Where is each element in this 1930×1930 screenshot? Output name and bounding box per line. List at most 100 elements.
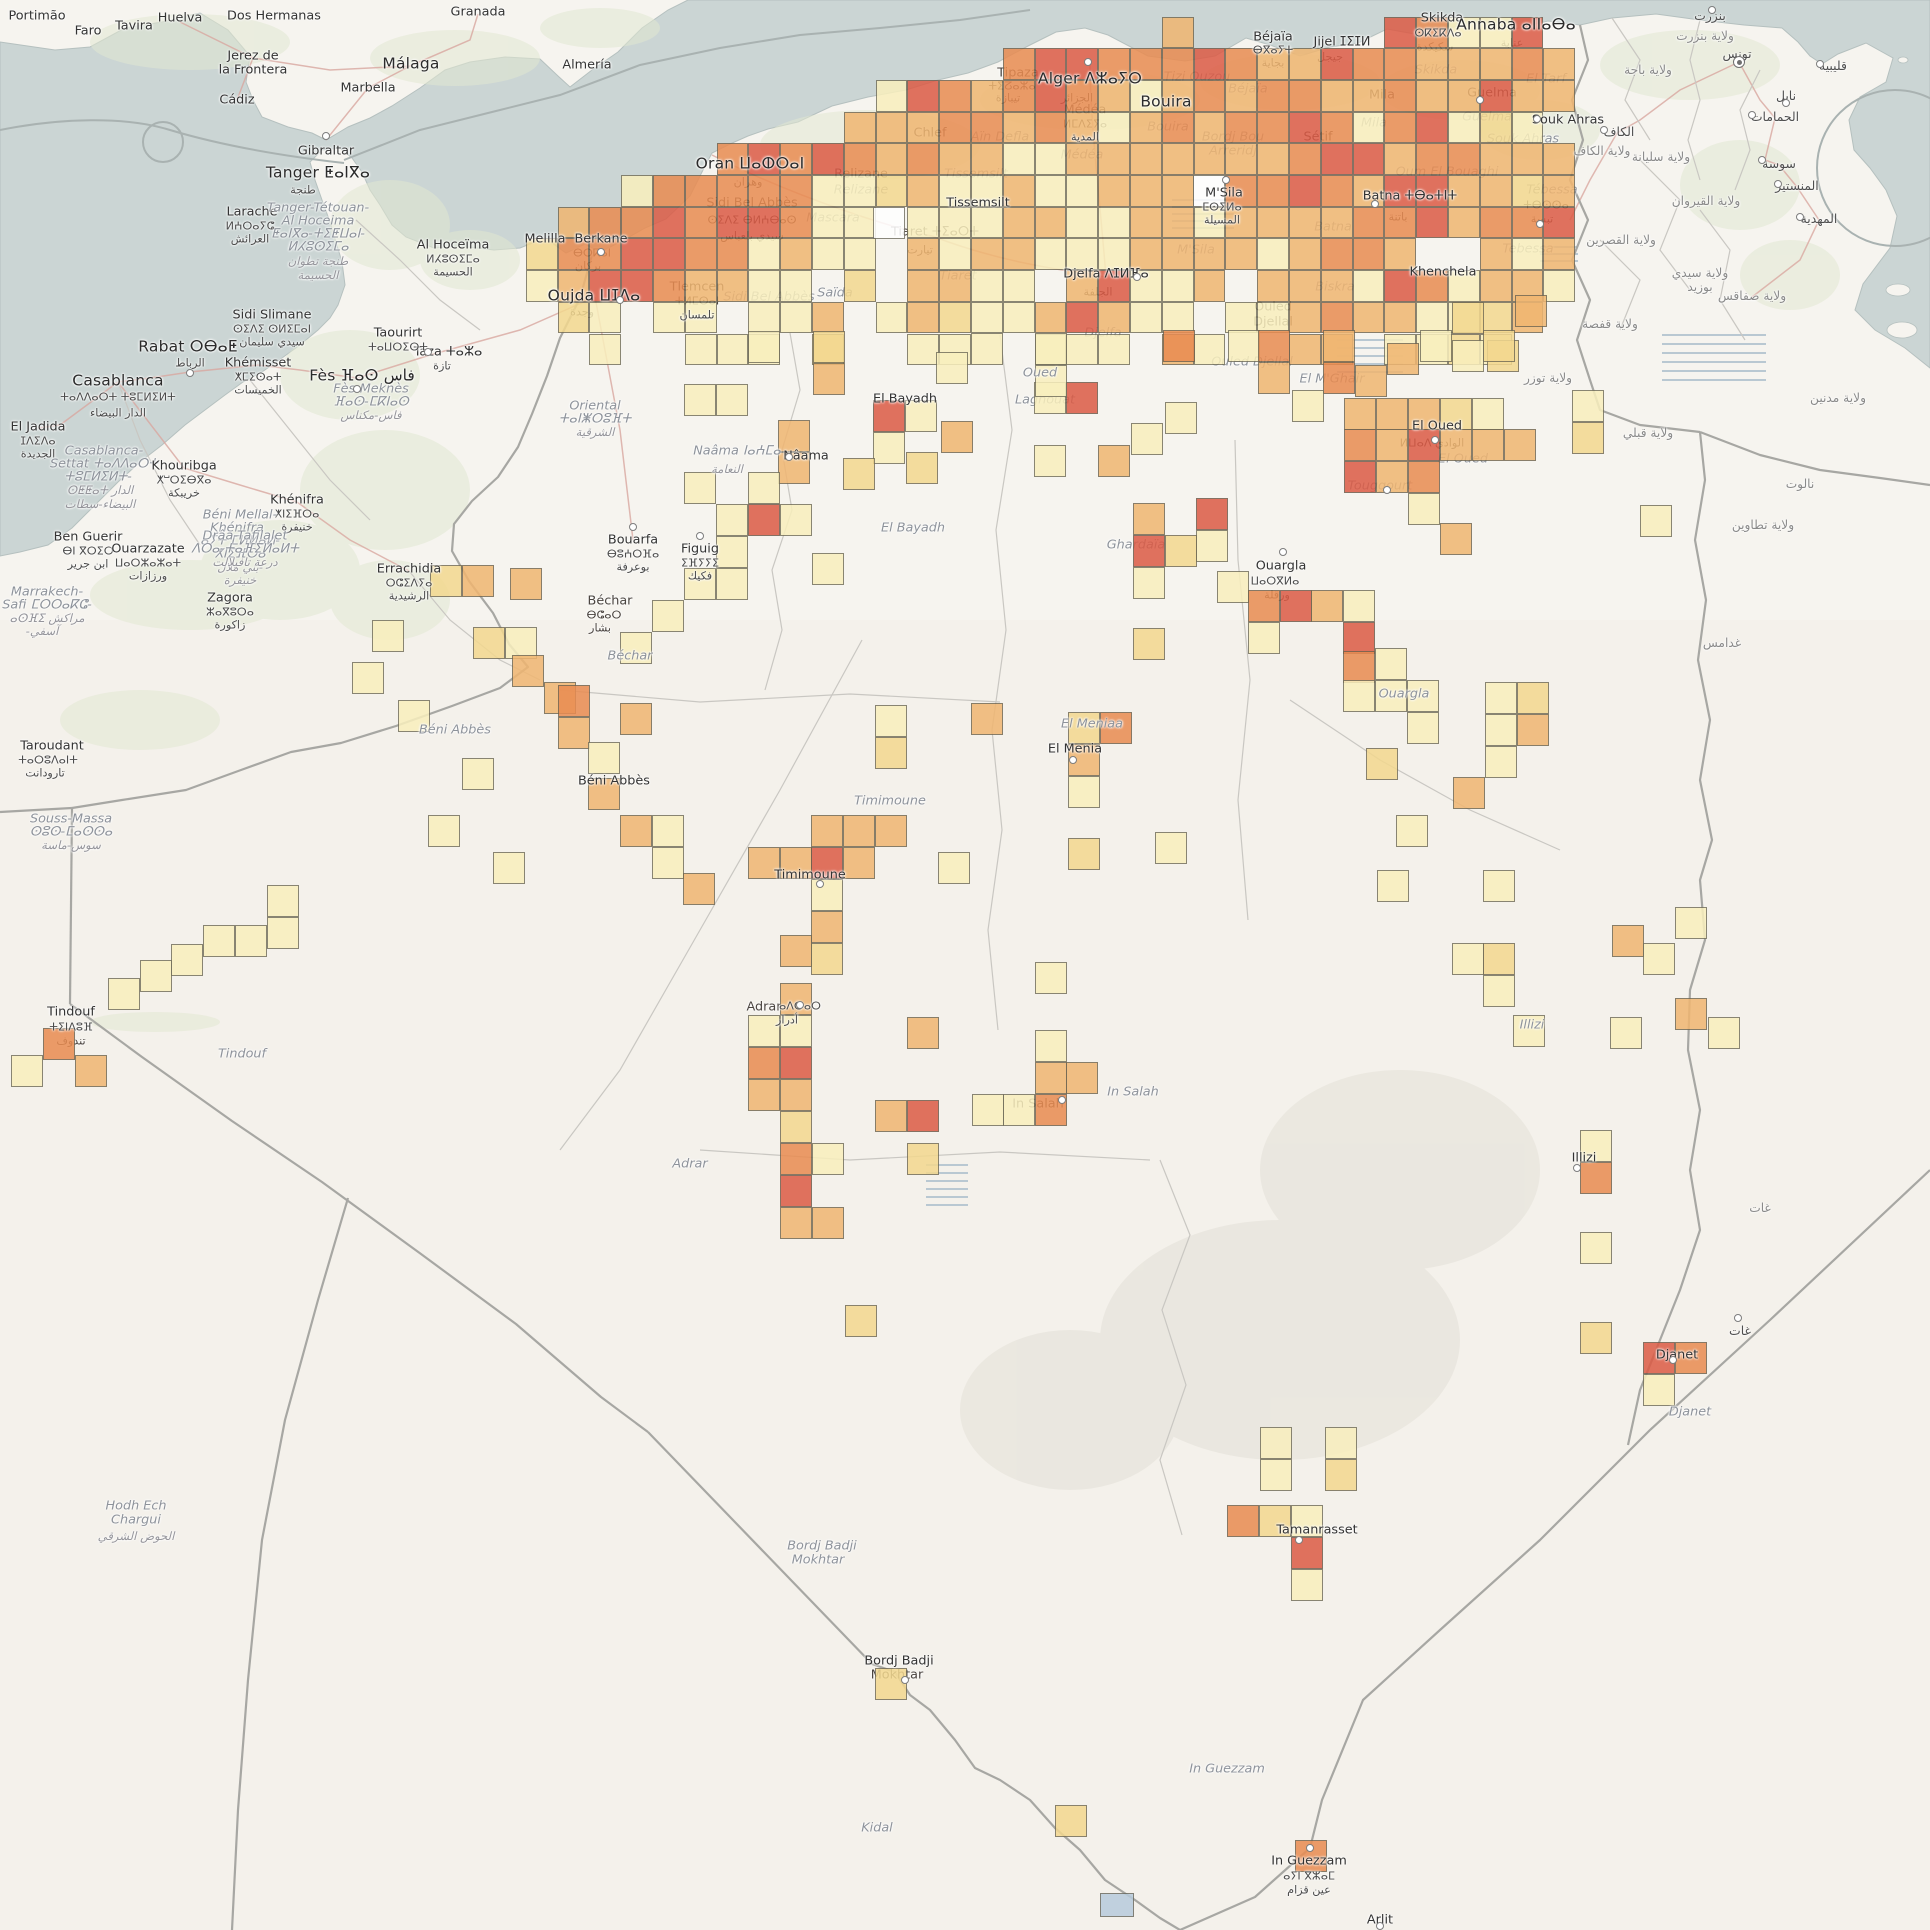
choropleth-cell[interactable] [780,270,812,302]
choropleth-cell[interactable] [1193,111,1226,144]
choropleth-cell[interactable] [1408,398,1440,430]
choropleth-cell[interactable] [1035,1030,1067,1062]
choropleth-cell[interactable] [589,270,622,302]
choropleth-cell[interactable] [1193,48,1226,80]
choropleth-cell[interactable] [1098,445,1130,477]
choropleth-cell[interactable] [1100,712,1132,744]
choropleth-cell[interactable] [780,238,812,271]
choropleth-cell[interactable] [1066,143,1099,175]
choropleth-cell[interactable] [1035,365,1067,397]
choropleth-cell[interactable] [1161,79,1194,112]
choropleth-cell[interactable] [1002,48,1035,80]
choropleth-cell[interactable] [971,175,1003,207]
choropleth-cell[interactable] [1320,48,1353,80]
choropleth-cell[interactable] [1257,79,1289,112]
choropleth-cell[interactable] [748,1079,780,1111]
choropleth-cell[interactable] [1066,79,1099,112]
choropleth-cell[interactable] [1479,238,1512,271]
choropleth-cell[interactable] [1416,206,1448,239]
choropleth-cell[interactable] [1163,330,1195,362]
choropleth-cell[interactable] [971,79,1003,112]
choropleth-cell[interactable] [1002,238,1035,271]
choropleth-cell[interactable] [1323,362,1355,394]
choropleth-cell[interactable] [1479,206,1512,239]
choropleth-cell[interactable] [1384,206,1417,239]
choropleth-cell[interactable] [1479,79,1512,112]
choropleth-cell[interactable] [1131,423,1163,455]
choropleth-cell[interactable] [1155,832,1187,864]
choropleth-cell[interactable] [1543,175,1576,207]
choropleth-cell[interactable] [1320,238,1353,271]
choropleth-cell[interactable] [812,553,844,585]
choropleth-cell[interactable] [1352,206,1385,239]
choropleth-cell[interactable] [778,420,810,452]
choropleth-cell[interactable] [1003,1094,1035,1126]
choropleth-cell[interactable] [1289,175,1321,207]
choropleth-cell[interactable] [812,1143,844,1175]
choropleth-cell[interactable] [1543,270,1576,302]
choropleth-cell[interactable] [907,79,940,112]
choropleth-cell[interactable] [1098,175,1130,207]
choropleth-cell[interactable] [780,1207,812,1239]
choropleth-cell[interactable] [653,270,685,302]
choropleth-cell[interactable] [1257,238,1289,271]
choropleth-cell[interactable] [1193,206,1226,239]
choropleth-cell[interactable] [1035,962,1067,994]
choropleth-cell[interactable] [1643,943,1675,975]
choropleth-cell[interactable] [1002,301,1035,334]
choropleth-cell[interactable] [780,935,812,967]
choropleth-cell[interactable] [525,238,558,271]
choropleth-cell[interactable] [843,206,876,239]
choropleth-cell[interactable] [1098,238,1130,271]
choropleth-cell[interactable] [1343,680,1375,712]
choropleth-cell[interactable] [1572,422,1604,454]
choropleth-cell[interactable] [1098,301,1130,334]
choropleth-cell[interactable] [875,111,908,144]
choropleth-cell[interactable] [716,175,749,207]
choropleth-cell[interactable] [558,685,590,717]
choropleth-cell[interactable] [1320,79,1353,112]
choropleth-cell[interactable] [780,175,812,207]
choropleth-cell[interactable] [1289,111,1321,144]
choropleth-cell[interactable] [652,847,684,879]
choropleth-cell[interactable] [812,143,844,175]
choropleth-cell[interactable] [907,206,940,239]
choropleth-cell[interactable] [684,384,716,416]
choropleth-cell[interactable] [843,175,876,207]
choropleth-cell[interactable] [1066,48,1099,80]
choropleth-cell[interactable] [812,301,844,334]
choropleth-cell[interactable] [1479,111,1512,144]
choropleth-cell[interactable] [684,568,716,600]
choropleth-cell[interactable] [372,620,404,652]
choropleth-cell[interactable] [1612,925,1644,957]
choropleth-cell[interactable] [1416,16,1448,49]
choropleth-cell[interactable] [939,111,971,144]
choropleth-cell[interactable] [716,270,749,302]
choropleth-cell[interactable] [267,885,299,917]
choropleth-cell[interactable] [843,847,875,879]
choropleth-cell[interactable] [1511,48,1544,80]
choropleth-cell[interactable] [1225,143,1258,175]
choropleth-cell[interactable] [1408,461,1440,493]
choropleth-cell[interactable] [108,978,140,1010]
choropleth-cell[interactable] [812,206,844,239]
choropleth-cell[interactable] [1416,301,1448,334]
choropleth-cell[interactable] [1068,838,1100,870]
choropleth-cell[interactable] [971,703,1003,735]
choropleth-cell[interactable] [1161,143,1194,175]
choropleth-cell[interactable] [1448,270,1480,302]
choropleth-cell[interactable] [1068,776,1100,808]
choropleth-cell[interactable] [1511,143,1544,175]
choropleth-cell[interactable] [1161,48,1194,80]
choropleth-cell[interactable] [1133,628,1165,660]
choropleth-cell[interactable] [1098,111,1130,144]
choropleth-cell[interactable] [1517,682,1549,714]
choropleth-cell[interactable] [1472,429,1504,461]
choropleth-cell[interactable] [1034,79,1067,112]
choropleth-cell[interactable] [621,270,653,302]
choropleth-cell[interactable] [813,363,845,395]
choropleth-cell[interactable] [1289,143,1321,175]
choropleth-cell[interactable] [430,565,462,597]
choropleth-cell[interactable] [653,206,685,239]
